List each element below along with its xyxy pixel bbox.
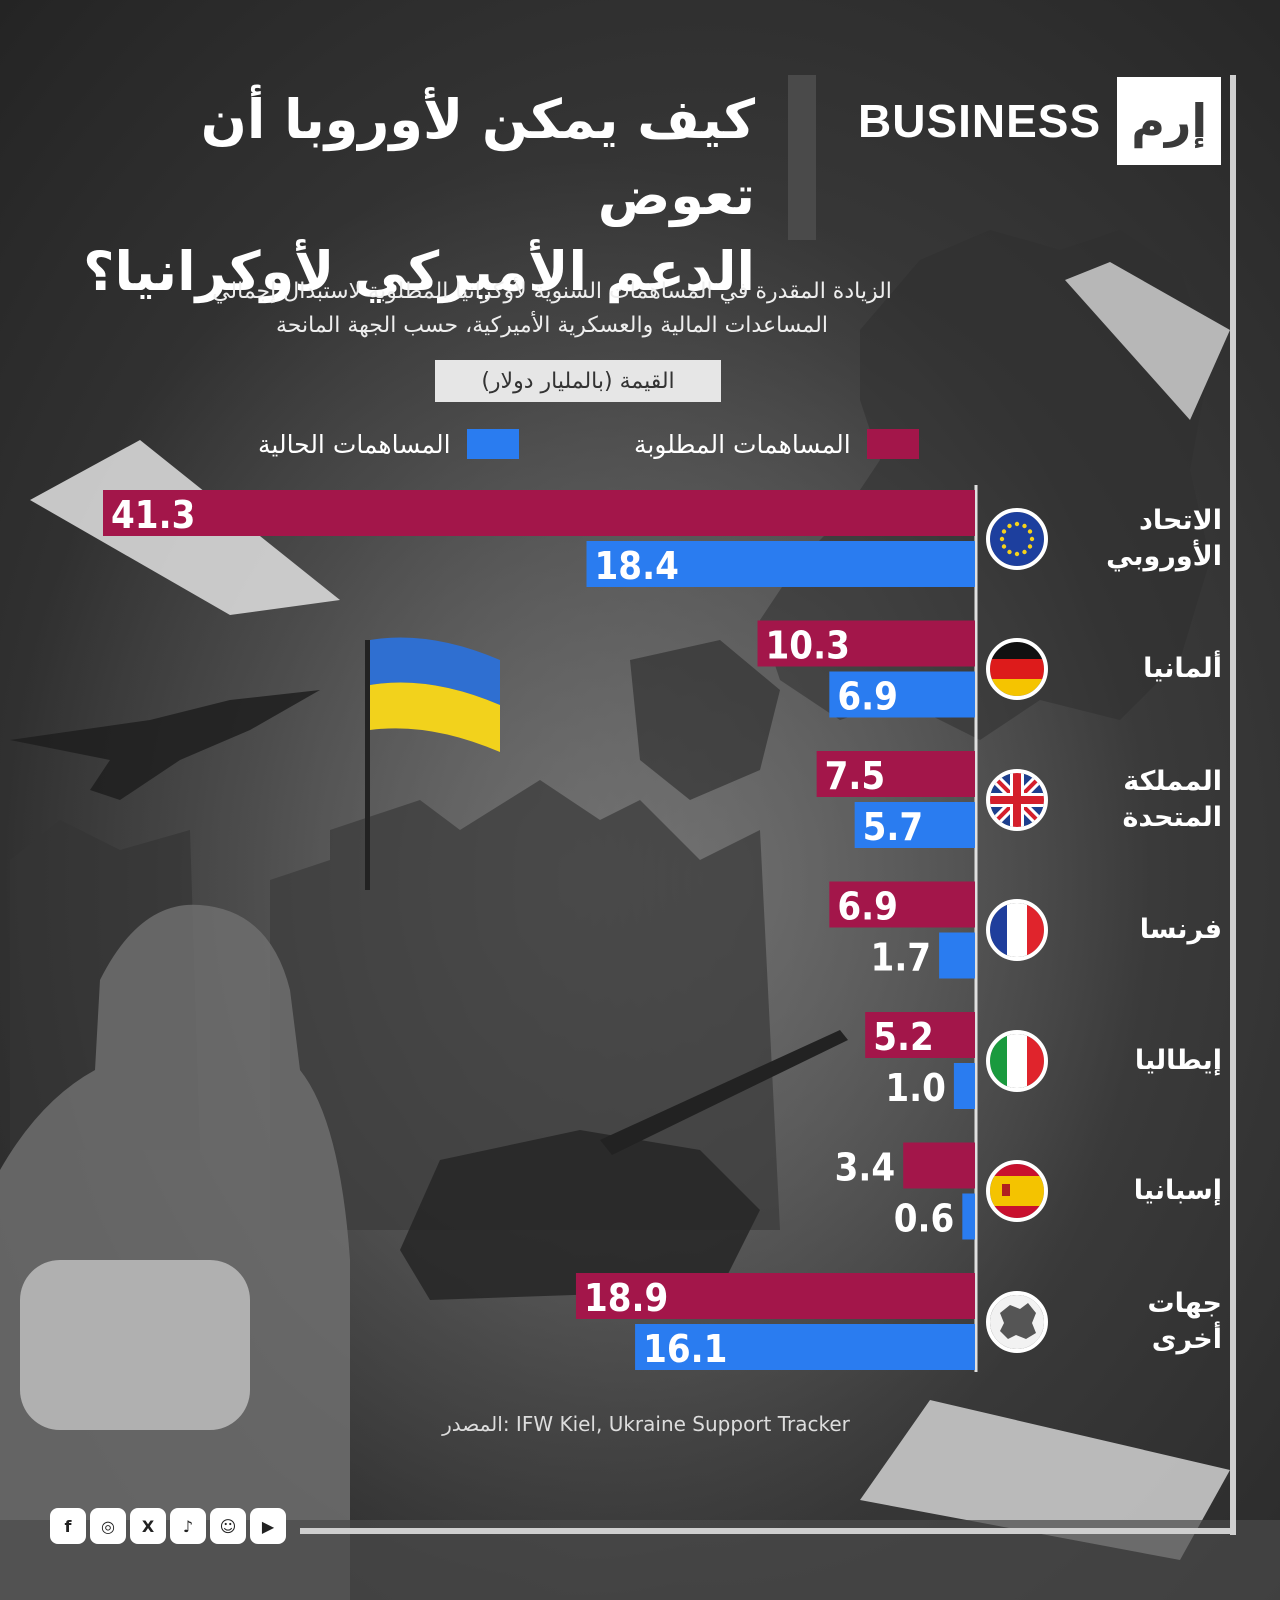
required-bar [575, 1273, 975, 1319]
required-value-label: 18.9 [584, 1276, 668, 1320]
legend-required-swatch [866, 429, 919, 459]
current-value-label: 18.4 [595, 544, 679, 588]
current-value-label: 1.7 [871, 936, 932, 980]
subtitle-line-1: الزيادة المقدرة في المساهمات السنوية لأو… [212, 279, 892, 304]
germany-flag-icon [986, 638, 1048, 700]
country-label: فرنسا [1052, 912, 1222, 948]
country-label-line-2: المتحدة [1122, 801, 1222, 833]
required-bar [103, 490, 975, 536]
country-label-line-1: إسبانيا [1133, 1175, 1222, 1206]
unit-label: القيمة (بالمليار دولار) [435, 360, 721, 402]
required-value-label: 7.5 [825, 754, 886, 798]
country-label-line-1: المملكة [1123, 765, 1222, 797]
required-value-label: 5.2 [873, 1015, 934, 1059]
current-bar [829, 671, 975, 718]
current-value-label: 1.0 [885, 1066, 946, 1110]
x-icon[interactable]: X [130, 1508, 166, 1544]
eu-flag-icon [986, 507, 1048, 570]
country-label-line-1: فرنسا [1139, 914, 1222, 945]
youtube-icon[interactable]: ▶ [250, 1508, 286, 1544]
legend-current: المساهمات الحالية [258, 427, 519, 461]
frame-bottom-line [300, 1528, 1236, 1534]
uk-flag-icon [986, 768, 1048, 831]
title-line-2: الدعم الأميركي لأوكرانيا؟ [83, 240, 755, 303]
current-bar [953, 1063, 975, 1109]
current-bar [586, 541, 975, 587]
title-line-1: كيف يمكن لأوروبا أن تعوض [200, 88, 755, 227]
required-bar [903, 1142, 975, 1189]
country-label-line-1: جهات [1147, 1287, 1222, 1319]
current-value-label: 0.6 [894, 1197, 955, 1241]
current-bar [635, 1324, 975, 1370]
country-label: المملكة المتحدة [1052, 764, 1222, 836]
country-label: ألمانيا [1052, 651, 1222, 687]
tiktok-icon[interactable]: ♪ [170, 1508, 206, 1544]
country-label: إيطاليا [1052, 1043, 1222, 1079]
current-bar [939, 932, 975, 979]
current-value-label: 5.7 [863, 805, 924, 849]
chart-subtitle: الزيادة المقدرة في المساهمات السنوية لأو… [142, 275, 962, 343]
country-label: الاتحاد الأوروبي [1052, 503, 1222, 575]
subtitle-line-2: المساعدات المالية والعسكرية الأميركية، ح… [276, 313, 828, 338]
country-label-line-1: ألمانيا [1143, 653, 1222, 684]
required-bar [865, 1012, 975, 1058]
required-bar [816, 751, 975, 797]
brand-logo: إرم [1117, 77, 1222, 165]
country-label-line-1: الاتحاد [1139, 504, 1222, 536]
spain-flag-icon [986, 1160, 1048, 1222]
social-links: f ◎ X ♪ ☺ ▶ [50, 1508, 286, 1544]
country-label: جهات أخرى [1052, 1286, 1222, 1358]
france-flag-icon [986, 899, 1048, 961]
legend-required-label: المساهمات المطلوبة [634, 429, 851, 459]
europe-map-icon [986, 1290, 1048, 1353]
instagram-icon[interactable]: ◎ [90, 1508, 126, 1544]
current-bar [854, 802, 975, 848]
required-bar [829, 881, 975, 928]
brand-block: BUSINESS إرم [858, 76, 1222, 166]
current-value-label: 16.1 [643, 1327, 727, 1371]
required-value-label: 41.3 [111, 493, 195, 537]
italy-flag-icon [986, 1029, 1048, 1092]
country-label-line-2: الأوروبي [1106, 540, 1222, 572]
legend-current-swatch [466, 429, 519, 459]
required-value-label: 10.3 [766, 624, 850, 668]
country-label-line-2: أخرى [1151, 1323, 1222, 1355]
title-divider [788, 75, 816, 240]
country-label: إسبانيا [1052, 1173, 1222, 1209]
required-value-label: 3.4 [835, 1146, 896, 1190]
legend-required: المساهمات المطلوبة [634, 427, 919, 461]
facebook-icon[interactable]: f [50, 1508, 86, 1544]
legend-current-label: المساهمات الحالية [258, 429, 451, 459]
frame-right-line [1230, 75, 1236, 1535]
current-value-label: 6.9 [837, 675, 898, 719]
snapchat-icon[interactable]: ☺ [210, 1508, 246, 1544]
brand-name: BUSINESS [858, 95, 1102, 147]
country-label-line-1: إيطاليا [1134, 1044, 1222, 1076]
page-title: كيف يمكن لأوروبا أن تعوض الدعم الأميركي … [55, 82, 755, 310]
current-bar [962, 1193, 975, 1240]
source-note: المصدر: IFW Kiel, Ukraine Support Tracke… [442, 1412, 850, 1436]
required-value-label: 6.9 [837, 885, 898, 929]
required-bar [757, 620, 975, 667]
